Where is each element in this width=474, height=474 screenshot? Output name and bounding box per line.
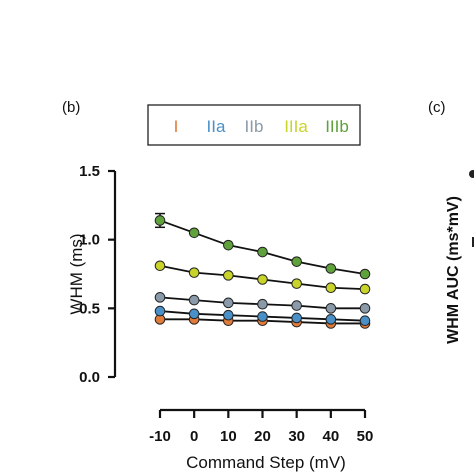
data-point-iiia: [154, 260, 166, 272]
data-point-iia: [291, 312, 302, 324]
x-tick-label: 20: [254, 428, 271, 445]
right-panel-partial-marker: [469, 170, 474, 178]
data-point-iiia: [257, 274, 268, 285]
data-point-iiia: [359, 283, 371, 295]
y-tick-label: 0.0: [79, 369, 100, 386]
data-point-iiib: [223, 239, 234, 251]
x-tick-label: -10: [149, 428, 171, 445]
panel-label-b: (b): [62, 99, 80, 116]
y-tick-label: 1.5: [79, 163, 100, 180]
series-layer: [154, 212, 371, 329]
data-point-iia: [325, 314, 337, 325]
data-point-iiia: [188, 267, 200, 278]
legend-box: [147, 104, 361, 146]
legend-entry-iiib: IIIb: [325, 117, 349, 136]
data-point-iib: [257, 298, 268, 310]
data-point-iia: [154, 305, 166, 317]
y-axis-title: WHM (ms): [67, 233, 86, 314]
data-point-iia: [359, 315, 371, 326]
data-point-iiia: [223, 270, 234, 281]
axes: 0.0 0.5 1.0 1.5 -10 0 10 20 30 40 50: [79, 163, 373, 445]
data-point-iib: [223, 297, 234, 309]
data-point-iiia: [325, 282, 337, 294]
data-point-iiib: [257, 246, 268, 258]
data-point-iiib: [188, 227, 200, 239]
data-point-iib: [188, 294, 200, 306]
x-axis-title: Command Step (mV): [186, 453, 346, 472]
x-tick-label: 30: [288, 428, 305, 445]
data-point-iib: [325, 303, 337, 314]
x-tick-label: 0: [190, 428, 198, 445]
legend: I IIa IIb IIIa IIIb: [147, 104, 361, 146]
data-point-iiib: [154, 215, 166, 226]
data-point-iia: [257, 311, 268, 322]
y-tick-label: 0.5: [79, 300, 100, 317]
data-point-iib: [359, 303, 371, 314]
legend-entry-iiia: IIIa: [284, 117, 308, 136]
data-point-iiib: [359, 268, 371, 280]
legend-entry-iib: IIb: [245, 117, 264, 136]
data-point-iia: [188, 308, 200, 320]
legend-entry-iia: IIa: [207, 117, 226, 136]
x-tick-label: 50: [357, 428, 374, 445]
y-tick-label: 1.0: [79, 232, 100, 249]
data-point-iiib: [291, 256, 302, 267]
data-point-iiib: [325, 263, 337, 274]
panel-label-c: (c): [428, 99, 446, 116]
right-panel-y-axis-title: WHM AUC (ms*mV): [445, 196, 462, 344]
data-point-iiia: [291, 278, 302, 289]
data-point-iib: [154, 292, 166, 303]
data-point-iia: [223, 309, 234, 321]
data-point-iib: [291, 300, 302, 311]
x-tick-label: 10: [220, 428, 237, 445]
x-tick-label: 40: [322, 428, 339, 445]
legend-entry-i: I: [174, 117, 179, 136]
